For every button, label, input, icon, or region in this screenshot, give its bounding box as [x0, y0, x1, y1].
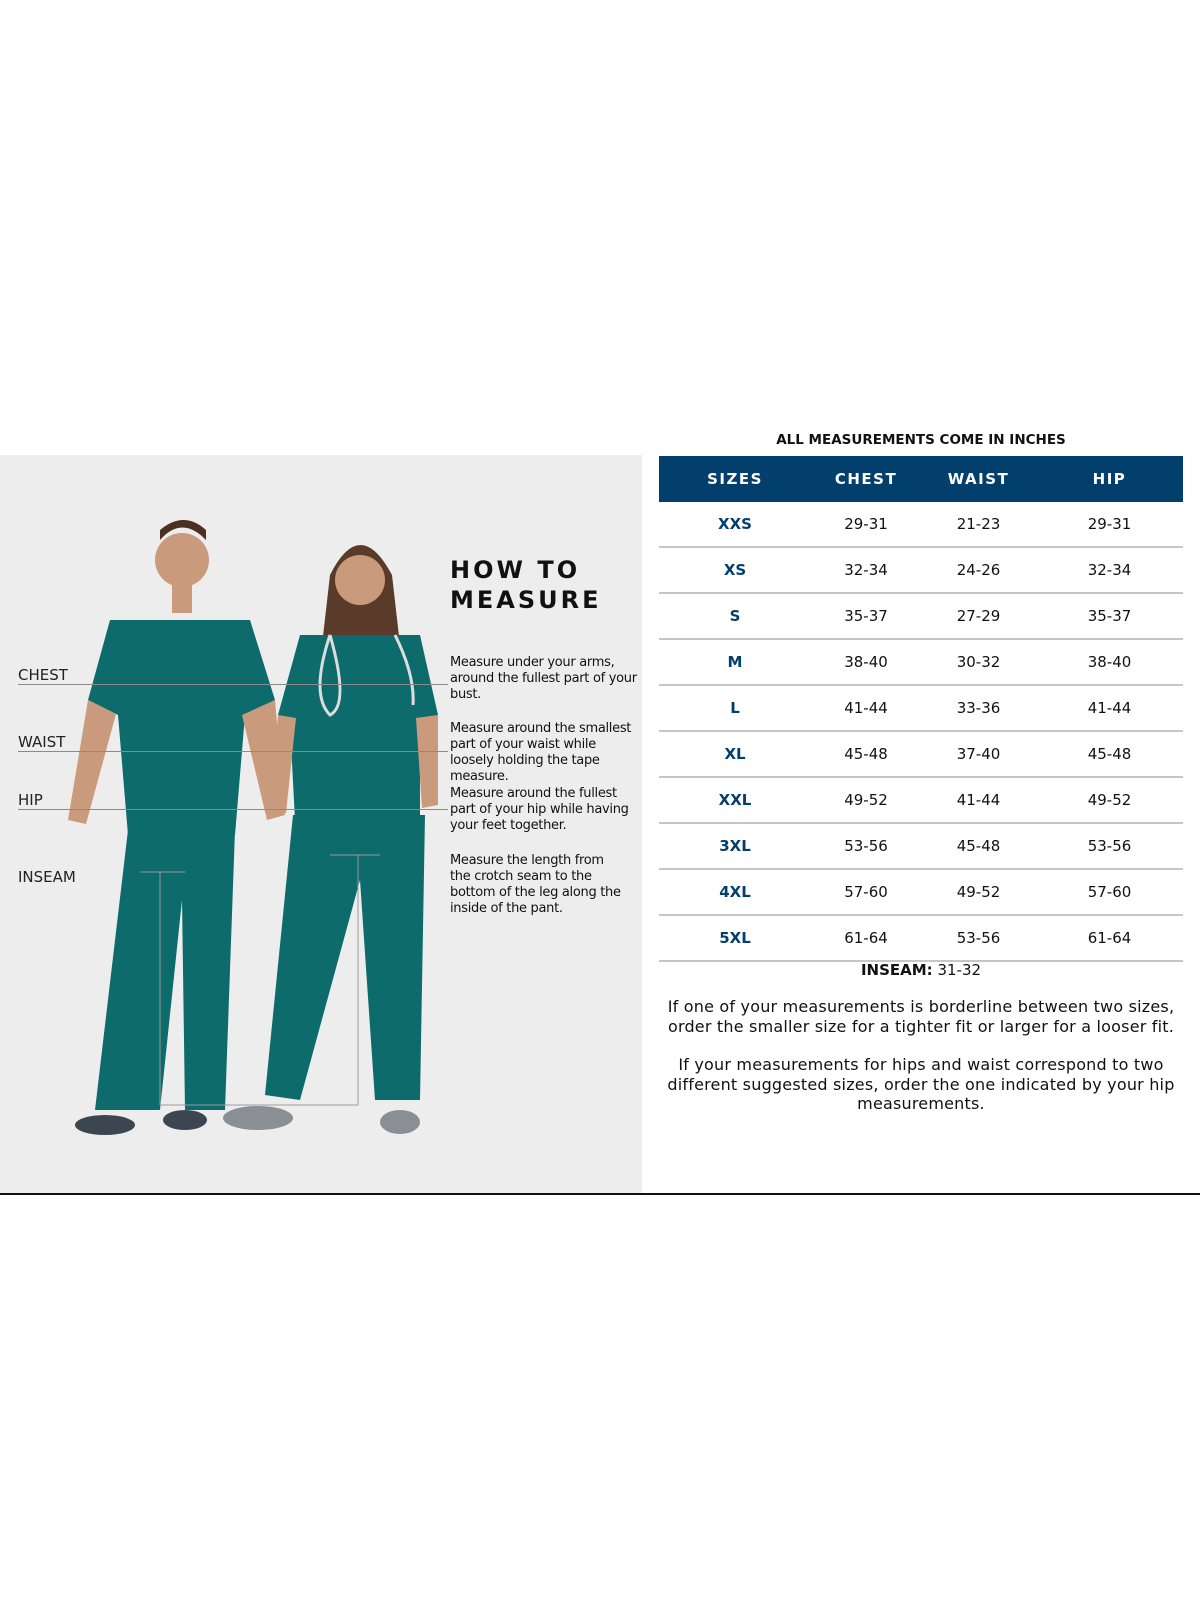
- table-row: 4XL 57-60 49-52 57-60: [659, 869, 1183, 916]
- bottom-divider: [0, 1193, 1200, 1195]
- waist-cell: 49-52: [921, 869, 1036, 916]
- size-cell: 5XL: [659, 915, 811, 962]
- chest-cell: 45-48: [811, 731, 921, 778]
- table-row: XS 32-34 24-26 32-34: [659, 547, 1183, 594]
- how-to-measure-heading: HOW TO MEASURE: [450, 556, 602, 614]
- table-row: 5XL 61-64 53-56 61-64: [659, 915, 1183, 962]
- chest-cell: 38-40: [811, 639, 921, 686]
- hip-line: [18, 809, 448, 810]
- size-cell: XL: [659, 731, 811, 778]
- table-row: L 41-44 33-36 41-44: [659, 685, 1183, 732]
- column-header-chest: CHEST: [811, 456, 921, 502]
- column-header-sizes: SIZES: [659, 456, 811, 502]
- size-cell: 3XL: [659, 823, 811, 870]
- hip-cell: 32-34: [1036, 547, 1183, 594]
- size-cell: M: [659, 639, 811, 686]
- size-cell: XS: [659, 547, 811, 594]
- table-row: 3XL 53-56 45-48 53-56: [659, 823, 1183, 870]
- inseam-info-value: 31-32: [937, 961, 982, 979]
- hip-cell: 29-31: [1036, 502, 1183, 548]
- chest-cell: 41-44: [811, 685, 921, 732]
- chest-cell: 35-37: [811, 593, 921, 640]
- units-caption: ALL MEASUREMENTS COME IN INCHES: [776, 432, 1066, 448]
- waist-cell: 41-44: [921, 777, 1036, 824]
- hip-cell: 45-48: [1036, 731, 1183, 778]
- chest-description: Measure under your arms, around the full…: [450, 655, 637, 702]
- table-header-row: SIZES CHEST WAIST HIP: [659, 456, 1183, 502]
- hip-cell: 49-52: [1036, 777, 1183, 824]
- chest-line: [18, 684, 448, 685]
- hip-cell: 35-37: [1036, 593, 1183, 640]
- table-row: XL 45-48 37-40 45-48: [659, 731, 1183, 778]
- hip-cell: 53-56: [1036, 823, 1183, 870]
- hip-description: Measure around the fullest part of your …: [450, 786, 629, 833]
- table-row: M 38-40 30-32 38-40: [659, 639, 1183, 686]
- inseam-description: Measure the length from the crotch seam …: [450, 853, 621, 916]
- size-cell: 4XL: [659, 869, 811, 916]
- size-cell: XXS: [659, 502, 811, 548]
- table-row: XXS 29-31 21-23 29-31: [659, 502, 1183, 548]
- models-illustration: [68, 520, 438, 1135]
- inseam-info-label: INSEAM:: [860, 961, 933, 979]
- female-model: [223, 545, 438, 1134]
- chest-label: CHEST: [18, 666, 68, 684]
- waist-cell: 21-23: [921, 502, 1036, 548]
- waist-cell: 45-48: [921, 823, 1036, 870]
- size-cell: XXL: [659, 777, 811, 824]
- fit-note-borderline: If one of your measurements is borderlin…: [667, 997, 1175, 1036]
- male-model: [68, 520, 285, 1135]
- inseam-info: INSEAM: 31-32: [659, 961, 1183, 979]
- waist-cell: 37-40: [921, 731, 1036, 778]
- chest-cell: 61-64: [811, 915, 921, 962]
- hip-cell: 38-40: [1036, 639, 1183, 686]
- waist-cell: 33-36: [921, 685, 1036, 732]
- waist-label: WAIST: [18, 733, 66, 751]
- waist-cell: 24-26: [921, 547, 1036, 594]
- measurement-guide-lines: [140, 854, 380, 1106]
- chest-cell: 32-34: [811, 547, 921, 594]
- column-header-hip: HIP: [1036, 456, 1183, 502]
- size-cell: S: [659, 593, 811, 640]
- size-cell: L: [659, 685, 811, 732]
- table-row: XXL 49-52 41-44 49-52: [659, 777, 1183, 824]
- waist-description: Measure around the smallest part of your…: [450, 721, 632, 784]
- hip-cell: 57-60: [1036, 869, 1183, 916]
- fit-note-hip-waist: If your measurements for hips and waist …: [667, 1055, 1175, 1113]
- hip-cell: 61-64: [1036, 915, 1183, 962]
- hip-label: HIP: [18, 791, 43, 809]
- waist-cell: 53-56: [921, 915, 1036, 962]
- chest-cell: 29-31: [811, 502, 921, 548]
- column-header-waist: WAIST: [921, 456, 1036, 502]
- waist-cell: 27-29: [921, 593, 1036, 640]
- chest-cell: 53-56: [811, 823, 921, 870]
- size-chart-table: SIZES CHEST WAIST HIP XXS 29-31 21-23 29-31…: [659, 456, 1183, 962]
- waist-cell: 30-32: [921, 639, 1036, 686]
- inseam-label: INSEAM: [18, 868, 76, 886]
- hip-cell: 41-44: [1036, 685, 1183, 732]
- chest-cell: 57-60: [811, 869, 921, 916]
- waist-line: [18, 751, 448, 752]
- table-row: S 35-37 27-29 35-37: [659, 593, 1183, 640]
- chest-cell: 49-52: [811, 777, 921, 824]
